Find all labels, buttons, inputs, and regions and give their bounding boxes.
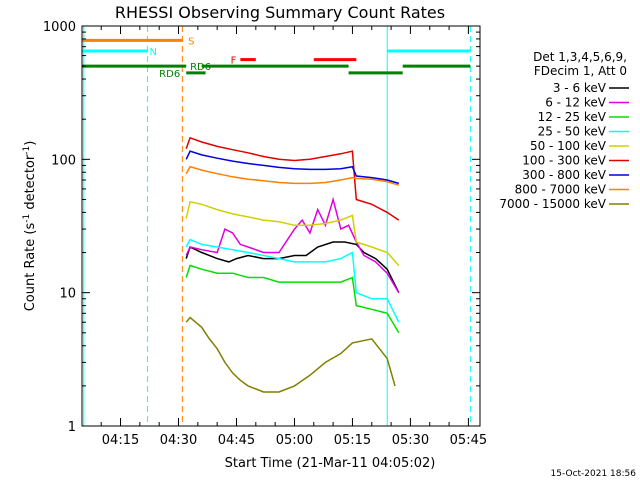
flag-label-3: RD6 bbox=[190, 62, 211, 73]
series-line-7 bbox=[185, 165, 400, 186]
x-tick-label-1: 04:30 bbox=[160, 433, 197, 448]
series-line-1 bbox=[185, 196, 400, 294]
legend-entry-5: 100 - 300 keV bbox=[522, 154, 606, 168]
x-axis: 04:15 04:30 04:45 05:00 05:15 05:30 05:45 bbox=[100, 26, 487, 448]
flag-label-1: N bbox=[150, 47, 157, 58]
legend-entry-7: 800 - 7000 keV bbox=[515, 183, 607, 197]
y-tick-label-3: 1000 bbox=[43, 20, 76, 35]
flag-label-0: S bbox=[188, 36, 194, 47]
vertical-markers bbox=[83, 26, 471, 426]
y-axis: 1 10 100 1000 bbox=[43, 20, 480, 435]
legend-header-line-1: FDecim 1, Att 0 bbox=[534, 64, 627, 78]
series-line-2 bbox=[185, 264, 400, 334]
series-line-3 bbox=[185, 238, 400, 323]
x-tick-label-3: 05:00 bbox=[276, 433, 313, 448]
flag-bars: S N F RD6 RD6 bbox=[82, 36, 471, 80]
series-line-4 bbox=[185, 200, 400, 266]
x-tick-label-0: 04:15 bbox=[102, 433, 139, 448]
y-tick-label-0: 1 bbox=[68, 420, 76, 435]
y-axis-label: Count Rate (s-1 detector-1) bbox=[22, 141, 38, 312]
flag-label-4: RD6 bbox=[159, 69, 180, 80]
plot-frame bbox=[81, 25, 481, 427]
legend-header-line-0: Det 1,3,4,5,6,9, bbox=[533, 50, 627, 64]
series-line-5 bbox=[185, 136, 400, 221]
legend-entry-0: 3 - 6 keV bbox=[553, 81, 607, 95]
x-tick-label-6: 05:45 bbox=[450, 433, 487, 448]
flag-label-2: F bbox=[231, 56, 237, 67]
legend-entry-3: 25 - 50 keV bbox=[538, 125, 607, 139]
x-tick-label-2: 04:45 bbox=[218, 433, 255, 448]
legend-entry-1: 6 - 12 keV bbox=[545, 96, 607, 110]
date-stamp: 15-Oct-2021 18:56 bbox=[551, 469, 637, 479]
y-tick-label-2: 100 bbox=[51, 153, 76, 168]
legend-entry-2: 12 - 25 keV bbox=[538, 110, 607, 124]
legend-entry-8: 7000 - 15000 keV bbox=[499, 197, 606, 211]
chart-title: RHESSI Observing Summary Count Rates bbox=[115, 3, 445, 22]
x-axis-label: Start Time (21-Mar-11 04:05:02) bbox=[225, 456, 436, 471]
x-tick-label-5: 05:30 bbox=[392, 433, 429, 448]
legend: Det 1,3,4,5,6,9,FDecim 1, Att 0 3 - 6 keV… bbox=[499, 50, 629, 211]
y-tick-label-1: 10 bbox=[59, 287, 76, 302]
x-tick-label-4: 05:15 bbox=[334, 433, 371, 448]
legend-entry-6: 300 - 800 keV bbox=[522, 168, 606, 182]
legend-entry-4: 50 - 100 keV bbox=[530, 139, 607, 153]
series-line-8 bbox=[185, 316, 396, 393]
series-line-6 bbox=[185, 150, 400, 185]
data-series bbox=[185, 136, 400, 393]
series-line-0 bbox=[185, 241, 400, 294]
